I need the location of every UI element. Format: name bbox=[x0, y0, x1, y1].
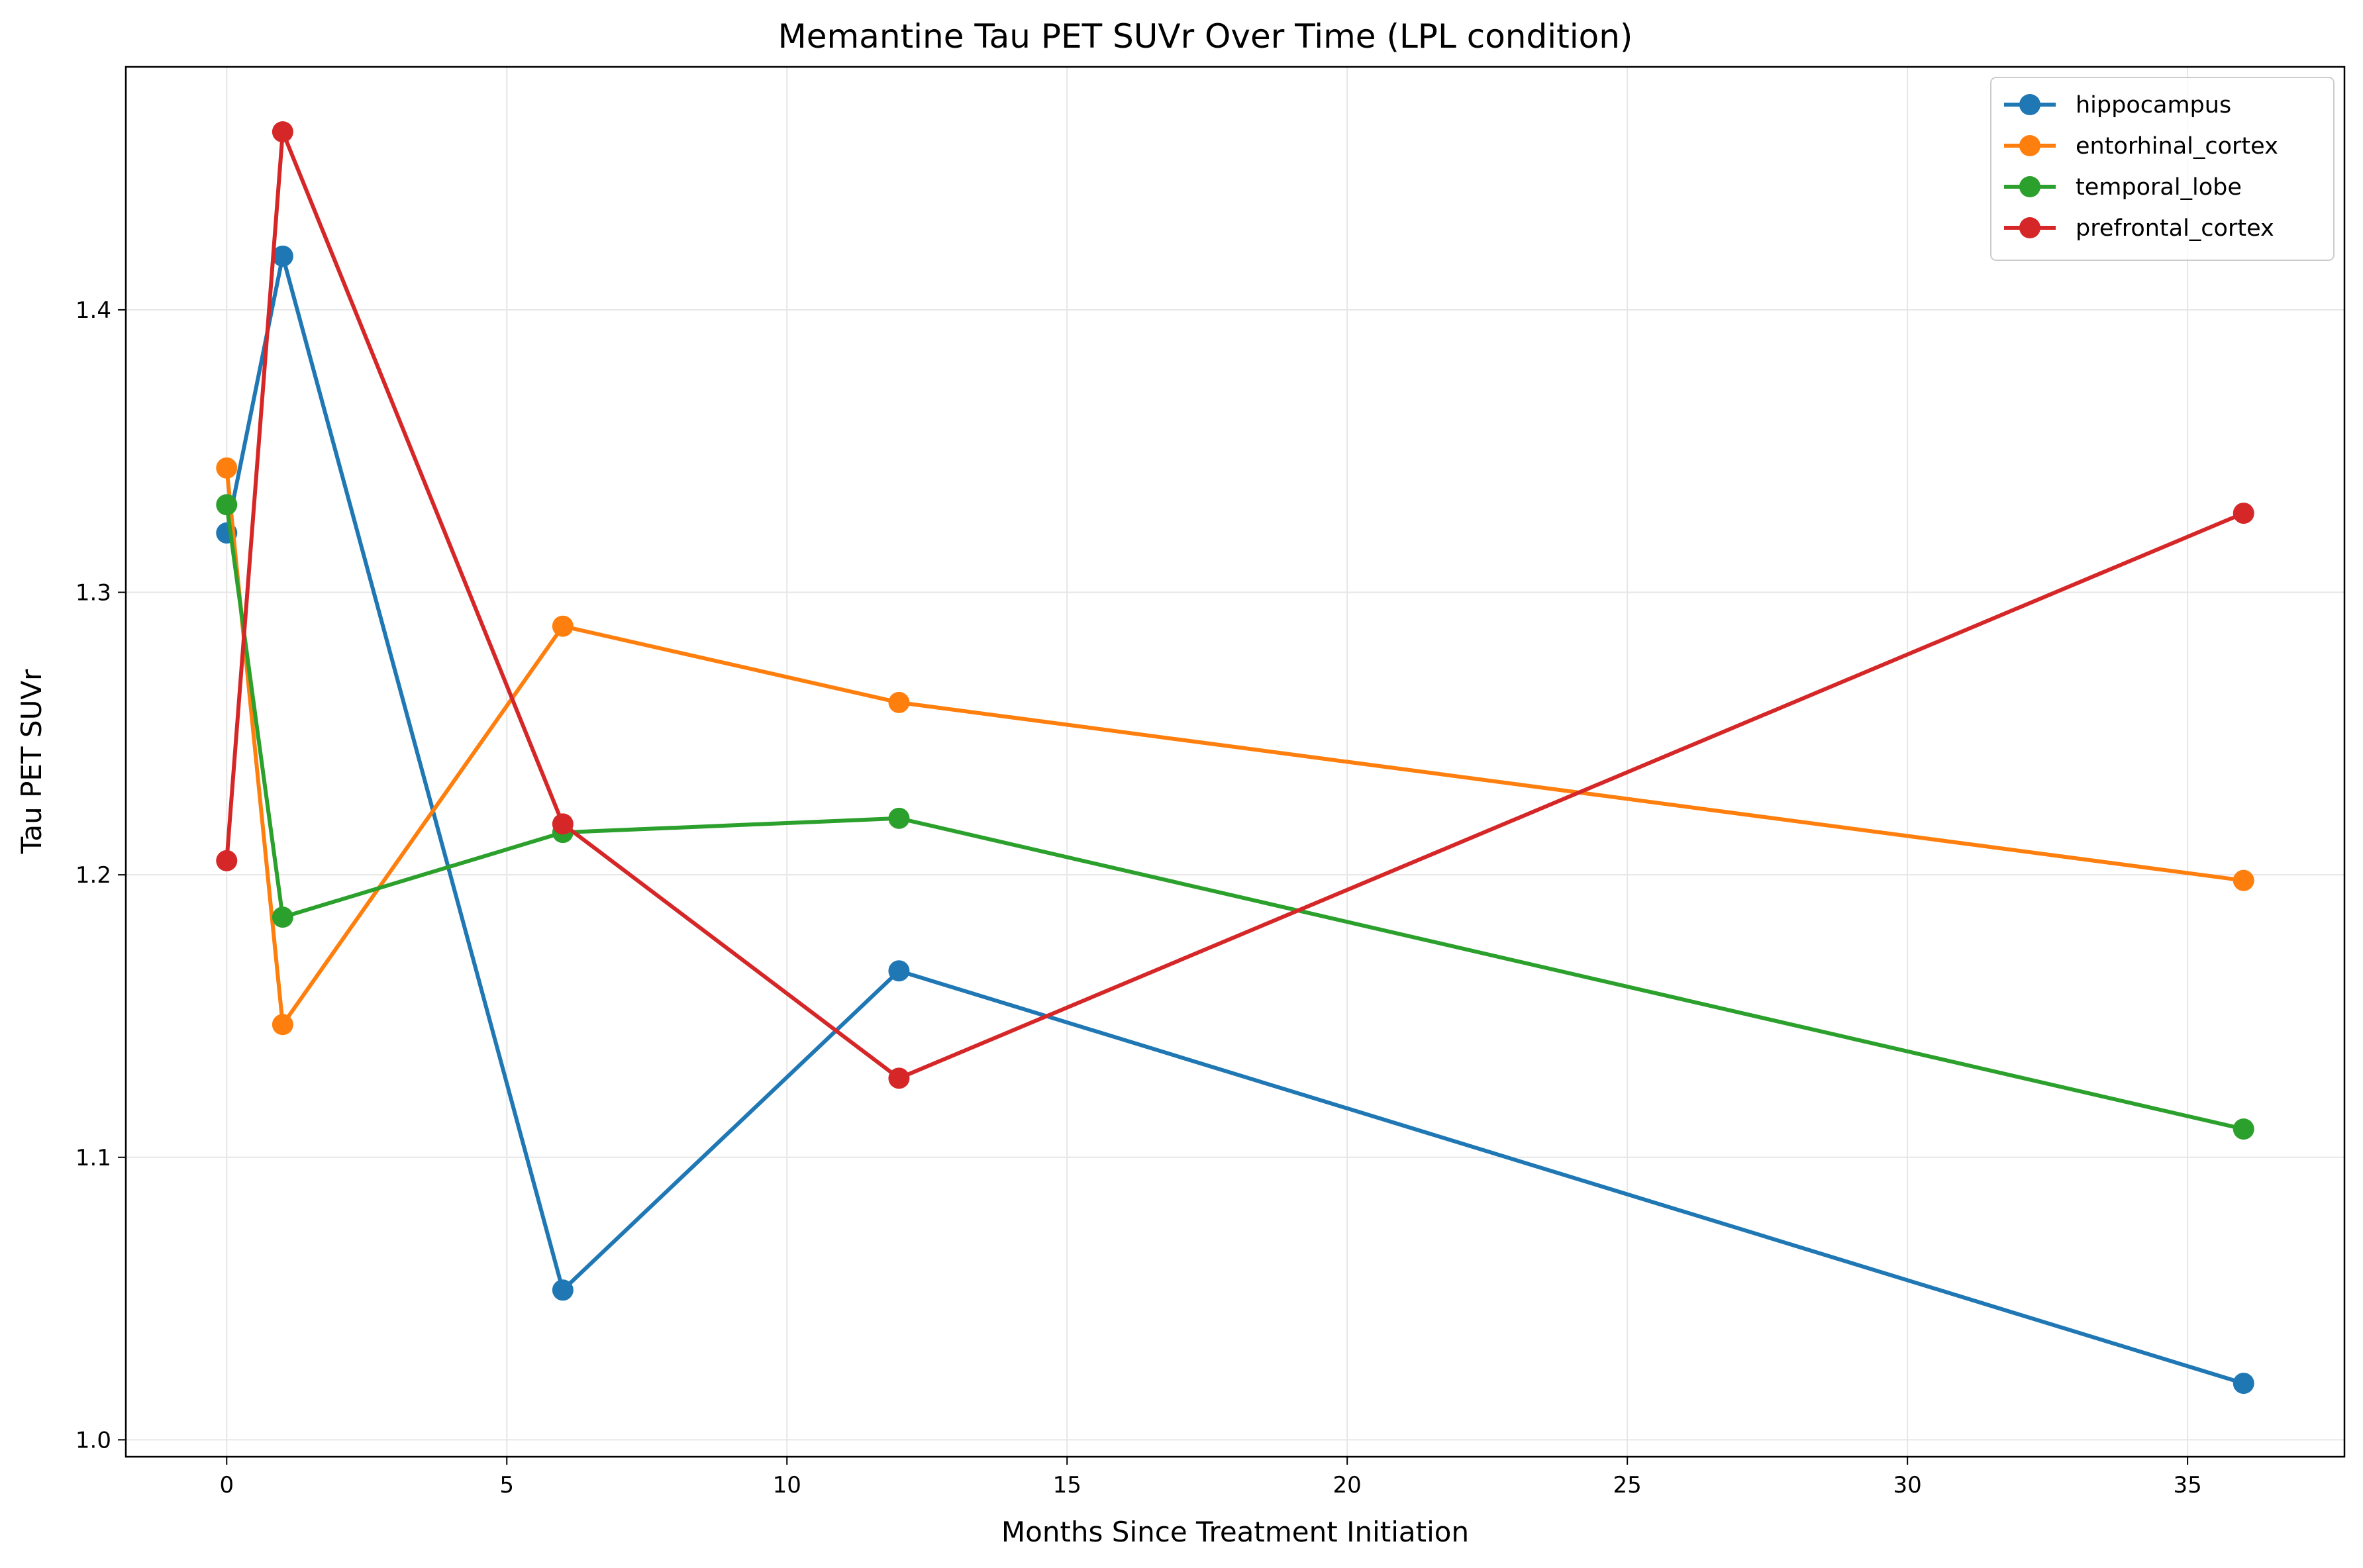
legend-box bbox=[1990, 77, 2335, 261]
data-point bbox=[216, 850, 238, 871]
data-point bbox=[272, 906, 293, 928]
series-layer bbox=[216, 121, 2254, 1395]
x-tick-label: 0 bbox=[219, 1472, 234, 1498]
legend-swatch-marker bbox=[2019, 217, 2040, 238]
legend-label: entorhinal_cortex bbox=[2076, 133, 2278, 160]
y-axis: 1.0 1.1 1.2 1.3 1.4 bbox=[75, 297, 126, 1453]
x-axis-label: Months Since Treatment Initiation bbox=[1001, 1516, 1469, 1548]
y-axis-label: Tau PET SUVr bbox=[15, 669, 48, 854]
data-point bbox=[216, 494, 238, 516]
legend-label: temporal_lobe bbox=[2076, 174, 2242, 201]
data-point bbox=[216, 457, 238, 479]
data-point bbox=[272, 1014, 293, 1036]
legend-item-hippocampus: hippocampus bbox=[2004, 92, 2231, 119]
data-point bbox=[272, 245, 293, 267]
legend-item-entorhinal_cortex: entorhinal_cortex bbox=[2004, 133, 2278, 160]
data-point bbox=[2233, 1373, 2254, 1395]
legend-label: hippocampus bbox=[2076, 92, 2231, 119]
x-tick-label: 35 bbox=[2173, 1472, 2201, 1498]
grid bbox=[126, 67, 2344, 1457]
data-point bbox=[2233, 869, 2254, 891]
y-tick-label: 1.2 bbox=[75, 862, 111, 889]
y-tick-label: 1.1 bbox=[75, 1145, 111, 1171]
series-entorhinal_cortex bbox=[216, 457, 2254, 1036]
data-point bbox=[888, 1067, 910, 1089]
data-point bbox=[888, 691, 910, 713]
chart-title: Memantine Tau PET SUVr Over Time (LPL co… bbox=[778, 17, 1633, 56]
data-point bbox=[272, 121, 293, 143]
legend-swatch-marker bbox=[2019, 176, 2040, 197]
x-tick-label: 20 bbox=[1333, 1472, 1362, 1498]
legend-label: prefrontal_cortex bbox=[2076, 215, 2274, 242]
x-tick-label: 25 bbox=[1613, 1472, 1642, 1498]
x-tick-label: 5 bbox=[499, 1472, 514, 1498]
plot-frame bbox=[125, 66, 2346, 1458]
data-point bbox=[552, 813, 574, 835]
data-point bbox=[552, 1279, 574, 1301]
y-tick-label: 1.0 bbox=[75, 1427, 111, 1453]
series-hippocampus bbox=[216, 245, 2254, 1395]
data-point bbox=[552, 615, 574, 637]
y-tick-label: 1.4 bbox=[75, 297, 111, 324]
data-point bbox=[2233, 1118, 2254, 1140]
x-tick-label: 30 bbox=[1893, 1472, 1922, 1498]
data-point bbox=[888, 960, 910, 982]
x-tick-label: 10 bbox=[773, 1472, 801, 1498]
legend-item-prefrontal_cortex: prefrontal_cortex bbox=[2004, 215, 2274, 242]
x-tick-label: 15 bbox=[1053, 1472, 1081, 1498]
legend-swatch-marker bbox=[2019, 135, 2040, 156]
legend-swatch-marker bbox=[2019, 94, 2040, 115]
series-prefrontal_cortex bbox=[216, 121, 2254, 1089]
data-point bbox=[888, 807, 910, 829]
y-tick-label: 1.3 bbox=[75, 580, 111, 607]
legend-item-temporal_lobe: temporal_lobe bbox=[2004, 174, 2242, 201]
x-axis: 0 5 10 15 20 25 30 35 bbox=[219, 1457, 2202, 1498]
legend: hippocampus entorhinal_cortex temporal_lob… bbox=[1990, 77, 2335, 261]
data-point bbox=[2233, 503, 2254, 524]
